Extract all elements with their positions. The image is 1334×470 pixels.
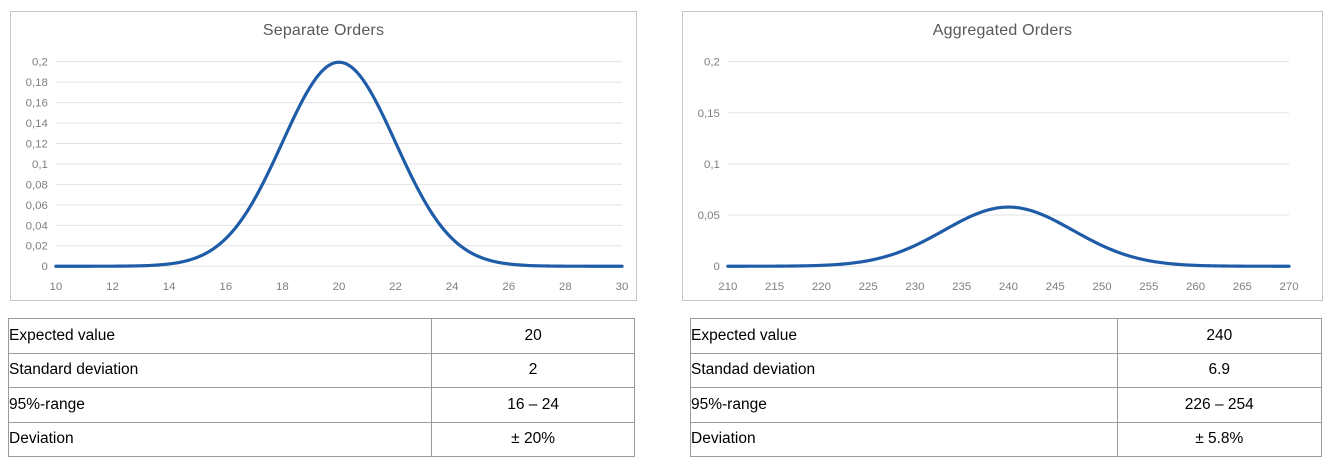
- svg-text:0,04: 0,04: [26, 220, 49, 232]
- svg-text:230: 230: [905, 281, 924, 293]
- table-row: Expected value 20: [7, 318, 635, 354]
- table-row: 95%-range 16 – 24: [7, 387, 635, 423]
- svg-text:28: 28: [559, 281, 572, 293]
- svg-text:0,08: 0,08: [26, 179, 48, 191]
- svg-text:255: 255: [1139, 281, 1158, 293]
- svg-text:18: 18: [276, 281, 289, 293]
- stat-value: 240: [1116, 318, 1323, 354]
- svg-text:265: 265: [1233, 281, 1252, 293]
- aggregated-orders-chart-title: Aggregated Orders: [932, 22, 1073, 39]
- stat-label: Expected value: [690, 318, 1118, 354]
- svg-text:245: 245: [1046, 281, 1065, 293]
- svg-text:0,18: 0,18: [26, 77, 48, 89]
- table-row: Deviation ± 20%: [7, 421, 635, 457]
- svg-text:250: 250: [1092, 281, 1111, 293]
- svg-text:0,15: 0,15: [698, 108, 720, 120]
- table-row: Standard deviation 2: [7, 352, 635, 388]
- svg-text:10: 10: [49, 281, 62, 293]
- svg-text:0,05: 0,05: [698, 210, 720, 222]
- table-row: Standad deviation 6.9: [690, 352, 1323, 388]
- table-row: Deviation ± 5.8%: [690, 421, 1323, 457]
- table-row: 95%-range 226 – 254: [690, 387, 1323, 423]
- aggregated-orders-stats-table: Expected value 240 Standad deviation 6.9…: [690, 318, 1323, 457]
- svg-text:0,12: 0,12: [26, 138, 48, 150]
- svg-text:26: 26: [502, 281, 515, 293]
- svg-text:270: 270: [1280, 281, 1299, 293]
- svg-text:210: 210: [718, 281, 737, 293]
- svg-text:16: 16: [219, 281, 232, 293]
- table-row: Expected value 240: [690, 318, 1323, 354]
- stat-value: 226 – 254: [1116, 387, 1323, 423]
- svg-text:20: 20: [333, 281, 346, 293]
- svg-text:0,2: 0,2: [704, 57, 720, 69]
- separate-orders-stats-table: Expected value 20 Standard deviation 2 9…: [7, 318, 635, 457]
- stat-label: 95%-range: [7, 387, 433, 423]
- svg-text:240: 240: [999, 281, 1018, 293]
- separate-orders-chart-title: Separate Orders: [262, 22, 385, 39]
- stat-value: 20: [431, 318, 635, 354]
- stat-label: 95%-range: [690, 387, 1118, 423]
- svg-text:0: 0: [41, 261, 47, 273]
- stat-value: 2: [431, 352, 635, 388]
- stat-value: 6.9: [1116, 352, 1323, 388]
- svg-text:14: 14: [163, 281, 176, 293]
- svg-text:235: 235: [952, 281, 971, 293]
- svg-text:12: 12: [106, 281, 119, 293]
- aggregated-orders-chart-panel: Aggregated Orders 0 0,05 0,1 0,15 0,2 210 215 2…: [682, 11, 1323, 301]
- svg-text:24: 24: [446, 281, 459, 293]
- stat-label: Standad deviation: [690, 352, 1118, 388]
- stat-label: Standard deviation: [7, 352, 433, 388]
- aggregated-orders-plot: 0 0,05 0,1 0,15 0,2 210 215 220 225 230 235 240 245 2…: [698, 57, 1299, 293]
- separate-orders-chart-panel: Separate Orders 0 0,02 0,04 0,06 0,08 0,1 0,12…: [10, 11, 637, 301]
- stat-label: Deviation: [7, 421, 433, 457]
- svg-text:0: 0: [713, 261, 719, 273]
- svg-text:0,02: 0,02: [26, 241, 48, 253]
- svg-text:225: 225: [859, 281, 878, 293]
- stat-label: Deviation: [690, 421, 1118, 457]
- svg-text:0,06: 0,06: [26, 200, 48, 212]
- svg-text:0,1: 0,1: [32, 159, 48, 171]
- svg-text:0,14: 0,14: [26, 118, 49, 130]
- svg-text:22: 22: [389, 281, 402, 293]
- svg-text:0,1: 0,1: [704, 159, 720, 171]
- stat-value: ± 20%: [431, 421, 635, 457]
- stat-label: Expected value: [7, 318, 433, 354]
- svg-text:215: 215: [765, 281, 784, 293]
- svg-text:0,2: 0,2: [32, 57, 48, 69]
- svg-text:0,16: 0,16: [26, 98, 48, 110]
- svg-text:220: 220: [812, 281, 831, 293]
- svg-text:260: 260: [1186, 281, 1205, 293]
- stat-value: ± 5.8%: [1116, 421, 1323, 457]
- separate-orders-plot: 0 0,02 0,04 0,06 0,08 0,1 0,12 0,14 0,16 0,18 0,2 1…: [26, 57, 629, 293]
- svg-text:30: 30: [616, 281, 629, 293]
- stat-value: 16 – 24: [431, 387, 635, 423]
